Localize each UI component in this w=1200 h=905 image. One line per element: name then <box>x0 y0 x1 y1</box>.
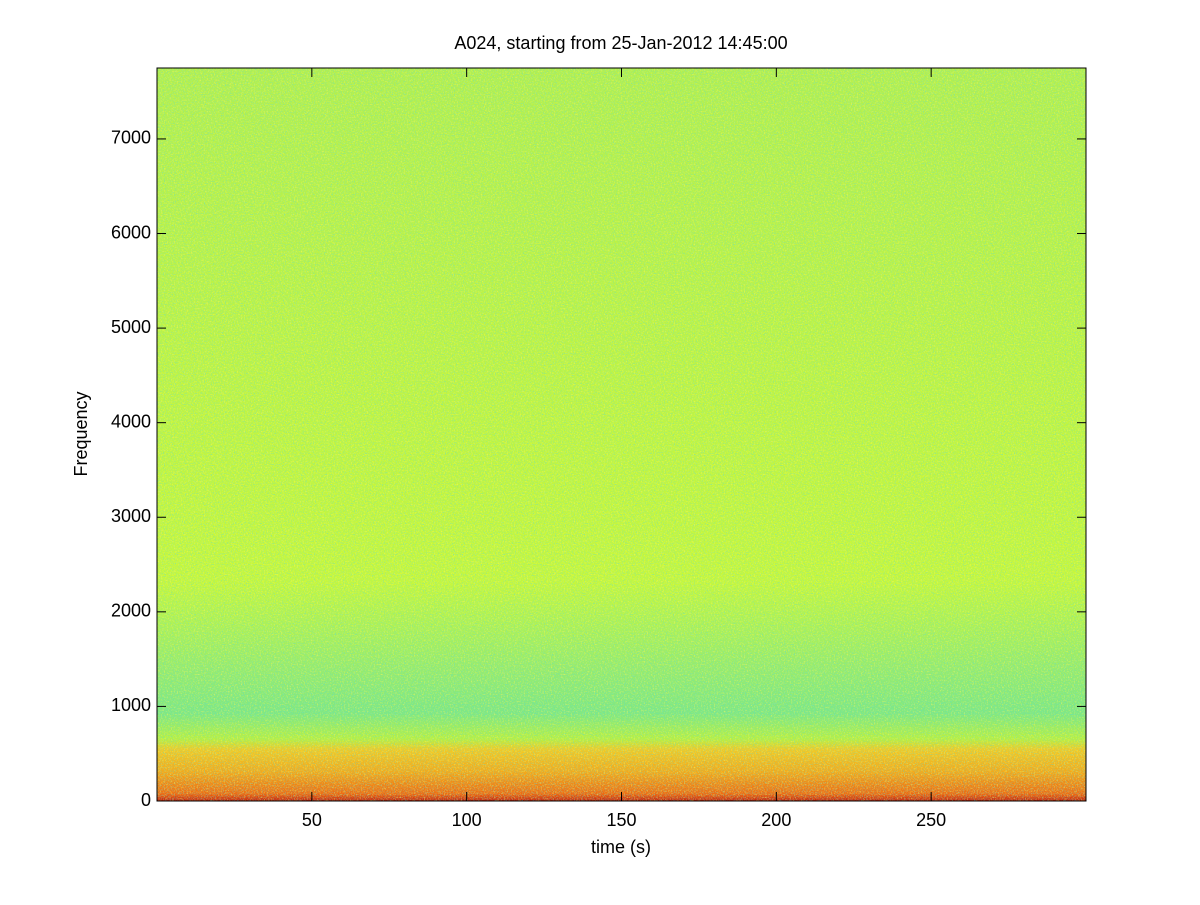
y-tick-label: 7000 <box>111 128 151 148</box>
y-tick-label: 3000 <box>111 506 151 526</box>
y-tick-label: 4000 <box>111 411 151 431</box>
y-tick-label: 1000 <box>111 695 151 715</box>
x-tick-label: 100 <box>452 810 482 830</box>
x-tick-label: 250 <box>916 810 946 830</box>
plot-area <box>157 68 1086 801</box>
spectrogram-noise <box>157 68 1086 801</box>
y-tick-label: 6000 <box>111 222 151 242</box>
x-tick-label: 150 <box>606 810 636 830</box>
x-tick-label: 200 <box>761 810 791 830</box>
y-tick-label: 2000 <box>111 601 151 621</box>
y-tick-label: 5000 <box>111 317 151 337</box>
y-axis-label: Frequency <box>71 391 91 476</box>
x-axis-label: time (s) <box>591 837 651 857</box>
y-tick-label: 0 <box>141 790 151 810</box>
x-tick-label: 50 <box>302 810 322 830</box>
chart-title: A024, starting from 25-Jan-2012 14:45:00 <box>454 33 787 53</box>
